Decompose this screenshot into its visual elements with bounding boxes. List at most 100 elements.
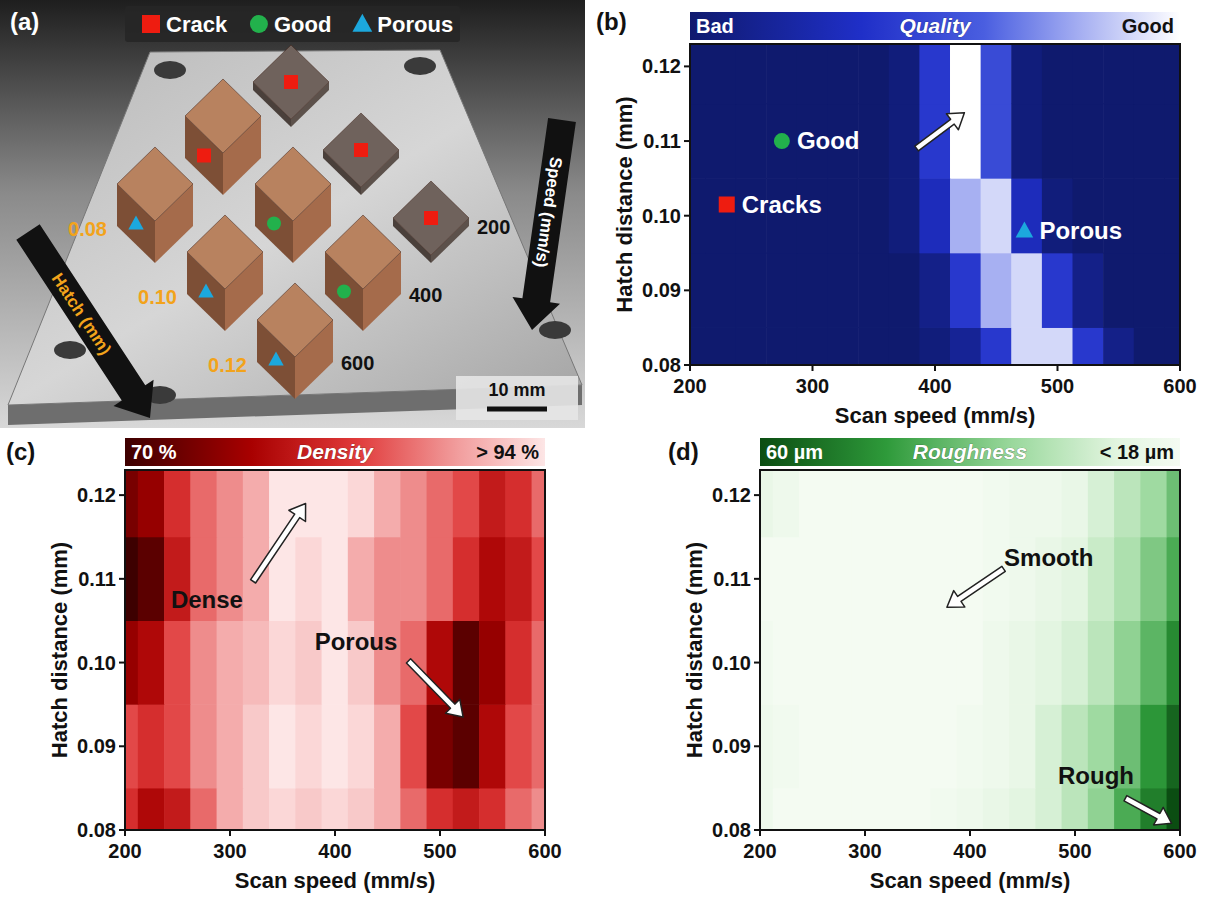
sample	[253, 45, 329, 127]
cell	[799, 704, 826, 788]
cell	[825, 620, 852, 704]
y-tick	[754, 578, 760, 580]
cell	[1011, 103, 1042, 178]
cell	[919, 327, 950, 365]
cell	[1011, 44, 1042, 104]
y-tick-label: 0.12	[712, 484, 751, 506]
cell	[138, 620, 165, 704]
cell	[797, 327, 828, 365]
cell	[1035, 620, 1062, 704]
sample	[117, 147, 193, 263]
cell	[125, 788, 138, 830]
x-tick-label: 600	[1163, 375, 1196, 397]
cell	[983, 704, 1010, 788]
cell	[1167, 620, 1180, 704]
cell	[1062, 620, 1089, 704]
sample	[393, 181, 469, 263]
cell	[164, 788, 191, 830]
colorbar-title: Roughness	[913, 440, 1027, 463]
cell	[858, 327, 889, 365]
cell	[190, 620, 217, 704]
legend-label: Good	[274, 12, 331, 37]
cell	[1140, 704, 1167, 788]
annotation-arrow	[915, 113, 965, 151]
cell	[295, 704, 322, 788]
cell	[1103, 103, 1134, 178]
cell	[243, 788, 270, 830]
cell	[1134, 103, 1165, 178]
cell	[190, 470, 217, 537]
x-tick-label: 400	[918, 375, 951, 397]
x-tick-label: 300	[848, 840, 881, 862]
y-tick	[684, 215, 690, 217]
y-tick-label: 0.10	[77, 652, 116, 674]
cell	[760, 470, 773, 537]
plot-frame	[125, 470, 545, 830]
cell	[532, 620, 545, 704]
cell	[983, 788, 1010, 830]
annotation-arrow	[1124, 796, 1172, 825]
panel-letter: (c)	[6, 438, 35, 465]
x-tick	[544, 830, 546, 836]
cell	[453, 537, 480, 621]
cell	[295, 788, 322, 830]
cell	[453, 788, 480, 830]
y-tick	[119, 745, 125, 747]
marker-square	[284, 75, 298, 89]
cell	[983, 470, 1010, 537]
cell	[904, 537, 931, 621]
y-tick-label: 0.09	[642, 279, 681, 301]
cell	[1073, 103, 1104, 178]
colorbar-label: < 18 µm	[1100, 441, 1174, 463]
cell	[125, 537, 138, 621]
marker-triangle	[268, 351, 283, 365]
cell	[1164, 253, 1180, 328]
cell	[400, 470, 427, 537]
cell	[1042, 253, 1073, 328]
marker-circle	[774, 133, 790, 149]
cell	[532, 788, 545, 830]
cell	[505, 788, 532, 830]
cell	[878, 704, 905, 788]
cell	[889, 44, 920, 104]
marker-square	[197, 149, 211, 163]
cell	[269, 620, 296, 704]
cell	[322, 704, 349, 788]
x-tick-label: 200	[673, 375, 706, 397]
cell	[453, 620, 480, 704]
speed-level: 400	[409, 284, 442, 306]
cell	[1062, 788, 1089, 830]
cell	[690, 253, 706, 328]
cell	[957, 788, 984, 830]
legend-label: Porous	[377, 12, 453, 37]
cell	[348, 537, 375, 621]
cell	[773, 470, 800, 537]
panel-heatmap: 2003004005006000.080.090.100.110.12Scan …	[668, 438, 1197, 893]
x-tick-label: 400	[318, 840, 351, 862]
photo-background	[0, 0, 585, 428]
y-tick-label: 0.11	[713, 568, 751, 590]
marker-triangle	[198, 283, 213, 297]
colorbar	[690, 12, 1180, 40]
panel-heatmap: 2003004005006000.080.090.100.110.12Scan …	[6, 438, 562, 893]
cell	[773, 788, 800, 830]
cell	[138, 537, 165, 621]
cell	[799, 537, 826, 621]
cell	[1009, 704, 1036, 788]
cell	[825, 788, 852, 830]
x-axis-title: Scan speed (mm/s)	[870, 868, 1071, 893]
marker-circle	[250, 15, 268, 33]
x-tick	[934, 365, 936, 371]
cell	[1073, 44, 1104, 104]
cell	[690, 178, 706, 253]
x-tick-label: 300	[796, 375, 829, 397]
plate-hole	[154, 61, 186, 79]
y-axis-title: Hatch distance (mm)	[47, 542, 72, 758]
x-tick-label: 500	[1058, 840, 1091, 862]
cell	[1009, 788, 1036, 830]
sample-top	[325, 215, 401, 289]
cells	[690, 44, 1180, 365]
y-tick-label: 0.11	[643, 130, 681, 152]
speed-level: 200	[477, 216, 510, 238]
cell	[904, 470, 931, 537]
